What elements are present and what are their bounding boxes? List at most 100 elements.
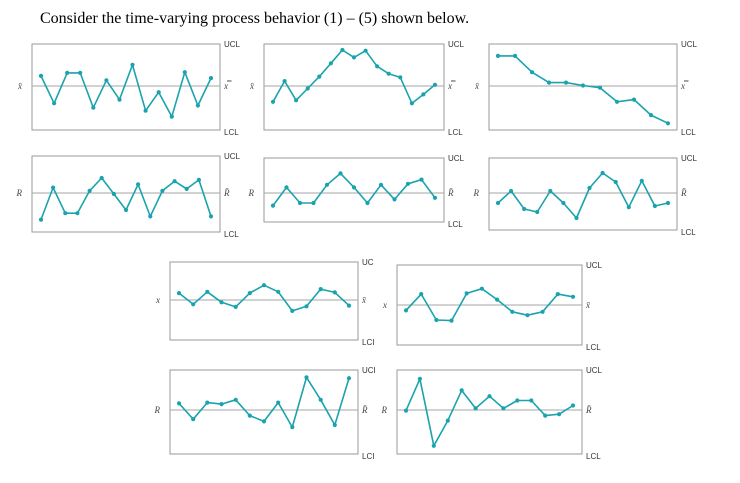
chart-2-point-7 bbox=[111, 191, 116, 197]
chart-3-point-14 bbox=[421, 92, 426, 97]
chart-10-point-4 bbox=[445, 418, 450, 423]
chart-6-point-13 bbox=[652, 203, 658, 209]
chart-3-axis-symbol: x̄ bbox=[249, 81, 255, 91]
chart-8-point-7 bbox=[261, 419, 267, 424]
chart-2-upper-limit-label: UCL bbox=[224, 152, 241, 161]
chart-5-point-2 bbox=[512, 53, 518, 59]
chart-8-point-9 bbox=[290, 425, 295, 430]
chart-5-axis-symbol: x̄ bbox=[474, 81, 480, 91]
chart-4-point-6 bbox=[338, 171, 343, 176]
chart-8-point-2 bbox=[191, 417, 196, 422]
chart-7-point-13 bbox=[346, 303, 352, 308]
chart-2-center-label: R̄ bbox=[223, 188, 230, 198]
chart-10-point-2 bbox=[417, 376, 422, 381]
chart-1-point-9 bbox=[143, 108, 148, 113]
chart-3-point-13 bbox=[409, 101, 414, 106]
chart-9-point-1 bbox=[403, 308, 409, 313]
chart-8-point-5 bbox=[233, 397, 238, 402]
chart-2-point-10 bbox=[148, 214, 153, 219]
chart-4-frame bbox=[263, 157, 445, 223]
chart-9-center-label: x̄ bbox=[585, 300, 591, 310]
chart-1-frame bbox=[31, 43, 221, 131]
chart-5-upper-limit-label: UCL bbox=[681, 40, 698, 49]
chart-4-point-11 bbox=[405, 181, 411, 186]
chart-3-point-12 bbox=[398, 75, 403, 80]
chart-1-point-5 bbox=[91, 105, 96, 110]
chart-6-point-11 bbox=[626, 205, 631, 210]
chart-1-point-13 bbox=[195, 103, 200, 108]
chart-5-point-7 bbox=[597, 85, 603, 90]
chart-9-point-7 bbox=[495, 297, 500, 302]
chart-10-point-3 bbox=[431, 443, 436, 448]
chart-6-point-8 bbox=[587, 185, 592, 191]
chart-9-point-11 bbox=[555, 292, 560, 297]
chart-5-point-3 bbox=[529, 70, 535, 75]
chart-5-center-label: x̿ bbox=[680, 81, 689, 91]
chart-4-point-3 bbox=[297, 200, 303, 206]
chart-5-point-8 bbox=[614, 99, 620, 104]
chart-3-point-3 bbox=[294, 98, 299, 103]
chart-3-lower-limit-label: LCL bbox=[448, 128, 463, 137]
chart-10-point-5 bbox=[459, 388, 464, 393]
chart-4-axis-symbol: R bbox=[248, 188, 255, 198]
chart-3-point-15 bbox=[432, 82, 438, 87]
chart-4-upper-limit-label: UCL bbox=[448, 154, 465, 163]
chart-10-point-7 bbox=[487, 394, 492, 399]
chart-9-axis-symbol: x bbox=[382, 300, 387, 310]
chart-6-point-7 bbox=[574, 215, 579, 221]
chart-8-frame bbox=[169, 369, 359, 455]
chart-3-point-5 bbox=[317, 74, 322, 79]
chart-2-point-3 bbox=[63, 211, 68, 216]
chart-9-point-4 bbox=[449, 318, 454, 323]
chart-3-point-8 bbox=[351, 55, 357, 60]
chart-9-point-9 bbox=[525, 313, 530, 318]
chart-1-point-8 bbox=[130, 62, 135, 67]
chart-6-point-5 bbox=[548, 188, 553, 194]
chart-2-point-11 bbox=[160, 188, 165, 193]
chart-5-point-6 bbox=[580, 83, 586, 88]
chart-8-point-11 bbox=[318, 397, 323, 402]
chart-5-point-10 bbox=[648, 113, 654, 118]
chart-10-point-11 bbox=[543, 413, 548, 418]
chart-3-upper-limit-label: UCL bbox=[448, 40, 465, 49]
chart-4-point-1 bbox=[270, 203, 276, 208]
chart-1-point-2 bbox=[52, 101, 57, 106]
chart-10-point-13 bbox=[570, 403, 576, 408]
chart-7-frame bbox=[169, 261, 359, 341]
chart-1-upper-limit-label: UCL bbox=[224, 40, 241, 49]
chart-5-point-1 bbox=[495, 53, 501, 59]
chart-10-point-12 bbox=[557, 412, 562, 417]
chart-8-point-3 bbox=[205, 400, 210, 405]
chart-6-point-4 bbox=[535, 209, 540, 215]
chart-1-point-1 bbox=[38, 73, 44, 78]
chart-3-point-10 bbox=[375, 64, 380, 69]
chart-3-center-label: x̿ bbox=[447, 81, 456, 91]
chart-10-point-10 bbox=[529, 398, 534, 403]
chart-10-point-6 bbox=[473, 406, 478, 411]
chart-3-point-6 bbox=[328, 61, 333, 66]
chart-2-frame bbox=[31, 155, 221, 233]
chart-3-point-9 bbox=[363, 48, 368, 53]
chart-7-point-6 bbox=[247, 291, 252, 296]
chart-5-point-4 bbox=[546, 80, 552, 85]
chart-4-point-5 bbox=[324, 182, 330, 187]
chart-2-point-14 bbox=[196, 177, 201, 182]
chart-4-point-10 bbox=[392, 197, 397, 202]
question-text: Consider the time-varying process behavi… bbox=[40, 10, 470, 27]
chart-4-point-9 bbox=[378, 182, 384, 187]
chart-9-point-3 bbox=[434, 317, 439, 323]
chart-5-point-5 bbox=[563, 80, 569, 85]
chart-10-point-1 bbox=[403, 408, 409, 413]
chart-6-series-line bbox=[497, 172, 669, 219]
chart-4-point-7 bbox=[351, 185, 357, 190]
chart-7-point-3 bbox=[205, 289, 210, 294]
chart-7-upper-limit-label: UC bbox=[362, 258, 374, 267]
chart-1-point-3 bbox=[65, 70, 70, 75]
chart-8-point-13 bbox=[346, 376, 352, 381]
chart-1-point-6 bbox=[104, 78, 109, 83]
chart-3-point-4 bbox=[305, 86, 310, 91]
chart-9-point-6 bbox=[479, 286, 484, 291]
chart-4-point-13 bbox=[432, 195, 438, 200]
chart-7-point-12 bbox=[332, 290, 337, 295]
chart-10-center-label: R̄ bbox=[585, 405, 592, 415]
